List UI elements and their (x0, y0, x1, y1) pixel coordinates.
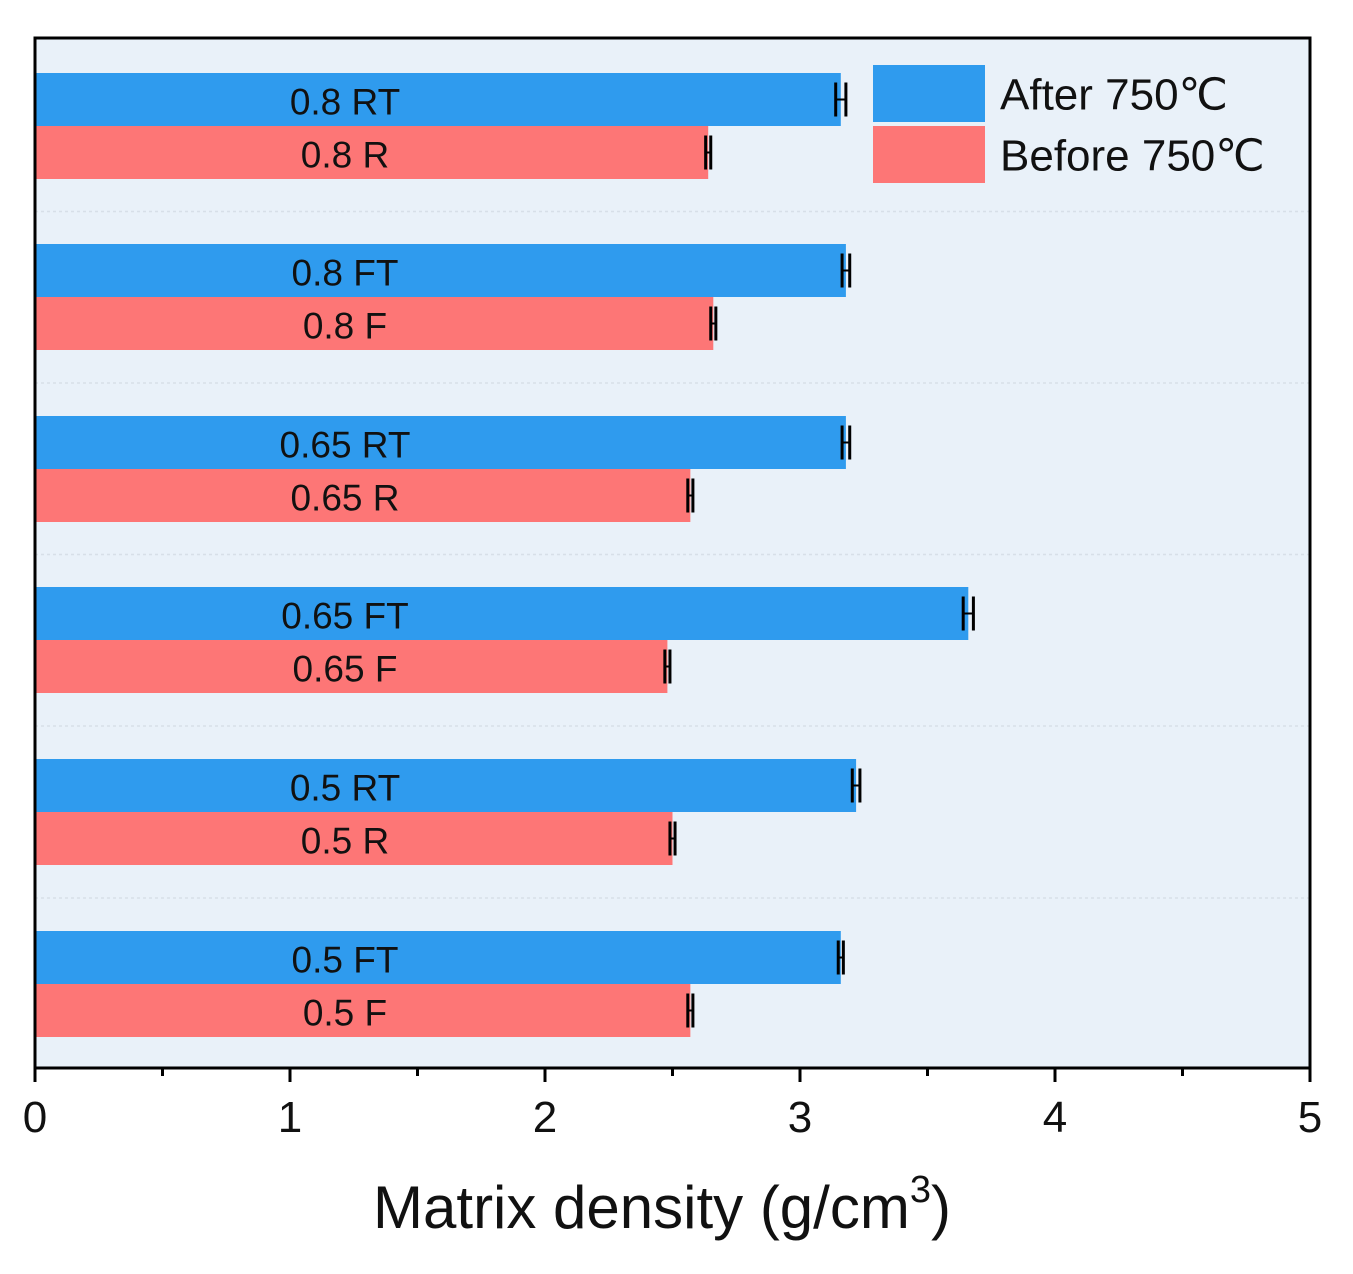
bar-label: 0.8 FT (292, 253, 399, 294)
x-tick-label: 4 (1043, 1093, 1067, 1142)
bar (35, 931, 841, 984)
bar (35, 984, 691, 1037)
bar (35, 244, 846, 297)
bar-label: 0.5 F (303, 993, 387, 1034)
bar-label: 0.65 FT (281, 596, 409, 637)
x-tick-label: 3 (788, 1093, 812, 1142)
legend-label: Before 750℃ (1000, 132, 1265, 181)
bar-label: 0.8 F (303, 306, 387, 347)
bar-label: 0.5 R (301, 821, 389, 862)
x-axis-title-superscript: 3 (910, 1169, 931, 1211)
legend: After 750℃ Before 750℃ (873, 65, 1265, 183)
x-tick-label: 1 (278, 1093, 302, 1142)
bar-label: 0.8 R (301, 135, 389, 176)
legend-label: After 750℃ (1000, 71, 1228, 120)
bar (35, 416, 846, 469)
x-tick-label: 0 (23, 1093, 47, 1142)
bar (35, 126, 709, 179)
bar (35, 297, 714, 350)
bar-label: 0.65 F (293, 649, 398, 690)
bar-label: 0.5 FT (292, 940, 399, 981)
bar (35, 812, 673, 865)
x-axis-title-suffix: ) (931, 1174, 951, 1241)
bar (35, 469, 691, 522)
x-axis-title: Matrix density (g/cm3) (373, 1169, 951, 1241)
plot-area: 0.8 RT 0.8 R 0.8 FT 0.8 F 0.65 RT 0.65 R 0.65 … (33, 36, 1312, 1070)
x-axis-title-main: Matrix density (g/cm (373, 1174, 910, 1241)
bar-label: 0.8 RT (290, 82, 400, 123)
x-tick-label: 5 (1298, 1093, 1322, 1142)
x-axis: 0 1 2 3 4 5 (23, 1068, 1322, 1142)
bar (35, 640, 668, 693)
bar (35, 587, 969, 640)
bar (35, 73, 841, 126)
bar-label: 0.65 R (290, 478, 399, 519)
plot-background (35, 38, 1310, 1068)
x-tick-label: 2 (533, 1093, 557, 1142)
bar (35, 759, 857, 812)
legend-swatch (873, 65, 985, 122)
bar-label: 0.65 RT (280, 425, 411, 466)
bar-label: 0.5 RT (290, 768, 400, 809)
legend-swatch (873, 126, 985, 183)
